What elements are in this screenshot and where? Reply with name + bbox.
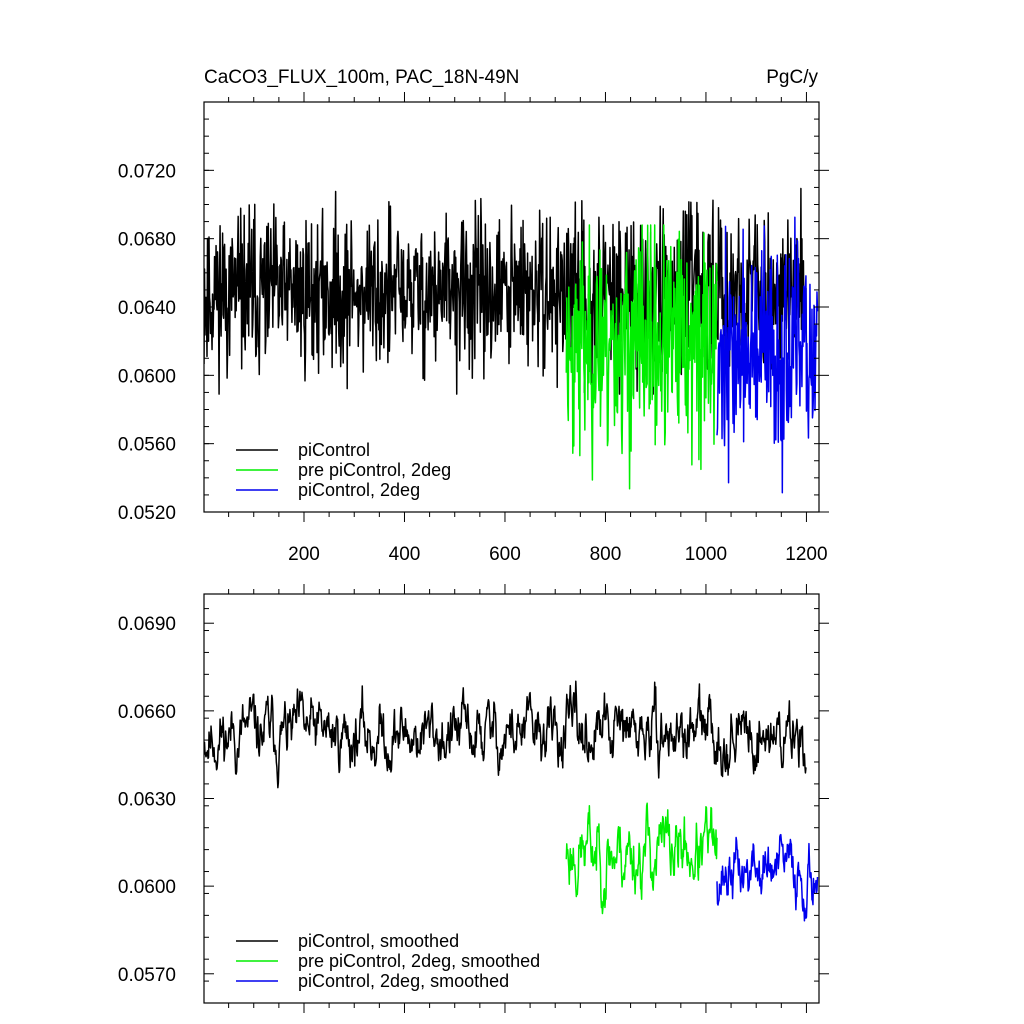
- y-tick-label: 0.0640: [118, 298, 176, 319]
- y-tick-label: 0.0690: [118, 614, 176, 635]
- x-tick-label: 600: [489, 544, 521, 565]
- y-tick-label: 0.0520: [118, 503, 176, 524]
- y-tick-label: 0.0720: [118, 161, 176, 182]
- y-tick-label: 0.0560: [118, 435, 176, 456]
- bottom-panel: 0.0570 0.0600 0.0630 0.0660 0.0690 piControl,…: [118, 584, 829, 1013]
- series-line-picontrol-2deg: [716, 216, 819, 494]
- series-line-pre-picontrol-2deg: [565, 224, 718, 490]
- y-tick-label: 0.0680: [118, 230, 176, 251]
- series-group: [204, 680, 819, 922]
- legend-label: piControl: [298, 440, 370, 460]
- x-tick-label: 800: [590, 544, 622, 565]
- legend-label: piControl, 2deg: [298, 480, 420, 500]
- top-chart-units: PgC/y: [766, 67, 818, 88]
- legend-label: piControl, 2deg, smoothed: [298, 971, 509, 991]
- x-tick-label: 200: [288, 544, 320, 565]
- y-tick-label: 0.0660: [118, 702, 176, 723]
- legend-label: piControl, smoothed: [298, 931, 459, 951]
- x-tick-label: 1000: [685, 544, 727, 565]
- x-tick-label: 1200: [785, 544, 827, 565]
- y-tick-label: 0.0600: [118, 366, 176, 387]
- series-line-picontrol-2deg-smoothed: [716, 833, 819, 922]
- legend-label: pre piControl, 2deg, smoothed: [298, 951, 540, 971]
- series-group: [204, 187, 819, 494]
- x-tick-label: 400: [389, 544, 421, 565]
- legend-label: pre piControl, 2deg: [298, 460, 451, 480]
- series-line-pre-picontrol-2deg-smoothed: [565, 802, 718, 915]
- top-panel: 200 400 600 800 1000 1200 0.0520 0.0560 0.0600 0.…: [118, 92, 829, 565]
- y-tick-label: 0.0570: [118, 965, 176, 986]
- series-line-picontrol-smoothed: [204, 680, 808, 789]
- top-chart-title: CaCO3_FLUX_100m, PAC_18N-49N: [204, 67, 519, 88]
- y-tick-label: 0.0600: [118, 877, 176, 898]
- y-tick-label: 0.0630: [118, 790, 176, 811]
